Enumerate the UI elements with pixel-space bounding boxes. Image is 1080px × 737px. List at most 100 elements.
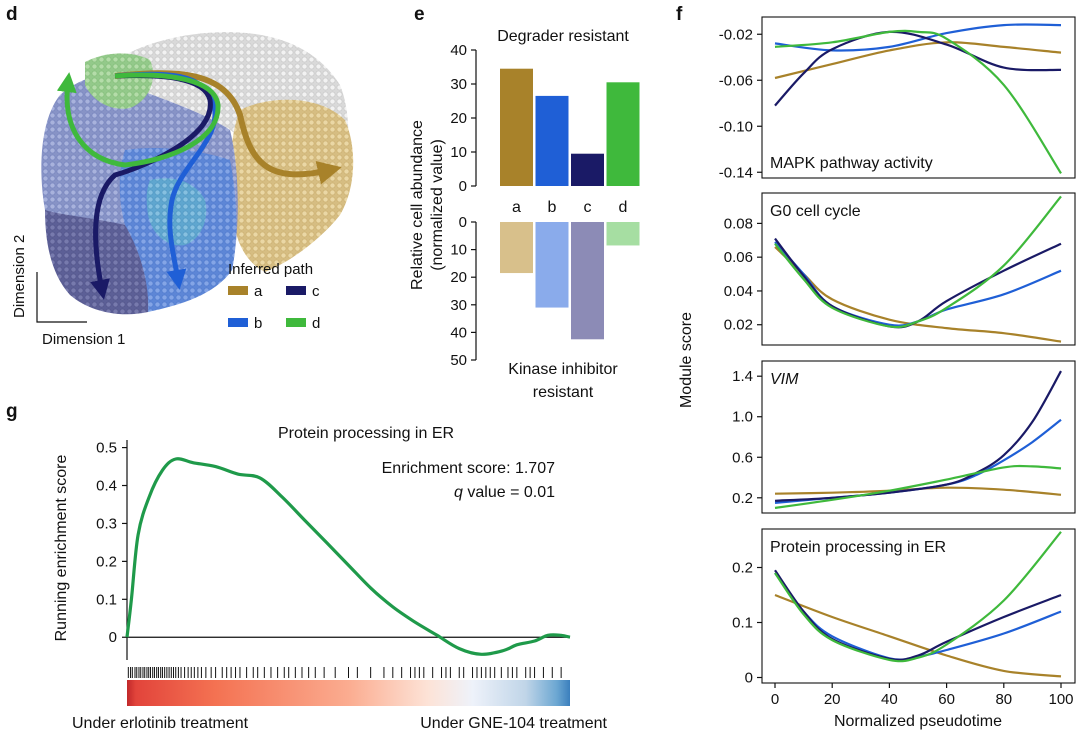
f-ytick-label: 0 xyxy=(745,670,753,687)
f-ytick-label: 0.6 xyxy=(732,449,753,466)
e-category-label-b: b xyxy=(548,199,557,216)
panel-label-d: d xyxy=(6,4,18,25)
panel-d-embedding: d Dimension 1 Dimension 2 Inferred path … xyxy=(6,4,354,348)
f-xlabel: Normalized pseudotime xyxy=(834,713,1002,730)
f-xtick-label: 100 xyxy=(1048,691,1073,708)
f-ytick-label: 0.06 xyxy=(724,249,753,266)
f-subplot-2: 0.02 0.04 0.06 0.08 G0 cell cycle xyxy=(724,192,1076,346)
g-ytick-label: 0.2 xyxy=(96,553,117,570)
e-bottom-ytick-label: 50 xyxy=(450,352,467,369)
e-category-label-a: a xyxy=(512,199,521,216)
f-ytick-label: 0.08 xyxy=(724,215,753,232)
f-series-d xyxy=(774,195,1062,329)
f-subplot-frame xyxy=(761,528,1076,684)
legend-swatch-b xyxy=(228,318,248,327)
e-category-label-c: c xyxy=(584,199,592,216)
g-annotation-score: Enrichment score: 1.707 xyxy=(382,460,556,477)
f-subplot-title: MAPK pathway activity xyxy=(770,155,933,172)
panel-label-g: g xyxy=(6,401,18,422)
f-xtick-label: 20 xyxy=(824,691,841,708)
f-subplot-frame xyxy=(761,360,1076,514)
f-series-c xyxy=(774,237,1062,329)
g-title: Protein processing in ER xyxy=(278,425,454,442)
g-label-right: Under GNE-104 treatment xyxy=(420,715,607,732)
g-annotation-q-rest: value = 0.01 xyxy=(463,484,555,501)
cells-green-region xyxy=(85,53,154,109)
dimension-axes xyxy=(36,272,87,323)
f-series-a xyxy=(774,41,1062,80)
f-ytick-label: -0.14 xyxy=(719,164,753,181)
f-subplots: -0.02 -0.06 -0.10 -0.14 MAPK pathway activit… xyxy=(719,16,1076,708)
g-annotation-q-italic: q xyxy=(454,484,463,501)
panel-e-bar-chart: e Degrader resistant Kinase inhibitor re… xyxy=(409,4,640,401)
f-xtick-label: 40 xyxy=(881,691,898,708)
g-rank-gradient-bar xyxy=(127,680,570,706)
e-bottom-ytick-label: 10 xyxy=(450,242,467,259)
f-ytick-label: 0.1 xyxy=(732,615,753,632)
e-title-bottom-2: resistant xyxy=(533,384,594,401)
f-xtick-label: 60 xyxy=(938,691,955,708)
g-hit-ticks xyxy=(127,667,562,678)
g-ylabel: Running enrichment score xyxy=(53,455,70,642)
e-top-ytick-label: 10 xyxy=(450,144,467,161)
e-bar-kinase-b xyxy=(535,222,569,308)
f-series-d xyxy=(774,531,1062,663)
g-ytick-label: 0.1 xyxy=(96,591,117,608)
e-bottom-ytick-label: 30 xyxy=(450,297,467,314)
e-bar-kinase-d xyxy=(606,222,640,246)
dimension-1-label: Dimension 1 xyxy=(42,331,125,348)
f-ylabel: Module score xyxy=(678,312,695,408)
e-bottom-ytick-label: 0 xyxy=(459,214,467,231)
f-series-b xyxy=(774,241,1062,327)
f-subplot-frame xyxy=(761,16,1076,179)
e-top-ytick-label: 20 xyxy=(450,110,467,127)
f-subplot-3: 0.2 0.6 1.0 1.4 VIM xyxy=(732,360,1076,514)
cells-tan-region xyxy=(230,99,354,272)
f-ytick-label: -0.06 xyxy=(719,72,753,89)
e-bar-degrader-a xyxy=(500,68,533,186)
f-xtick-label: 0 xyxy=(771,691,779,708)
e-top-ytick-label: 0 xyxy=(459,178,467,195)
e-category-labels: a b c d xyxy=(512,199,627,216)
e-top-ytick-label: 30 xyxy=(450,76,467,93)
f-xtick-label: 80 xyxy=(995,691,1012,708)
panel-label-f: f xyxy=(676,4,683,25)
e-bar-kinase-a xyxy=(500,222,533,274)
g-annotation-q: q value = 0.01 xyxy=(454,484,555,501)
g-enrichment-line xyxy=(125,457,571,656)
e-bar-degrader-c xyxy=(571,153,604,186)
e-ylabel-1: Relative cell abundance xyxy=(409,120,426,290)
f-ytick-label: -0.10 xyxy=(719,118,753,135)
f-series-a xyxy=(774,593,1062,678)
legend-swatch-c xyxy=(286,286,306,295)
f-ytick-label: 0.04 xyxy=(724,283,753,300)
cells-teal-region xyxy=(146,178,207,246)
e-title-bottom-1: Kinase inhibitor xyxy=(508,361,618,378)
f-series-d xyxy=(774,29,1062,174)
e-bottom-ytick-label: 40 xyxy=(450,324,467,341)
f-series-c xyxy=(774,569,1062,661)
legend-label-a: a xyxy=(254,283,263,300)
legend-swatch-a xyxy=(228,286,248,295)
f-ytick-label: -0.02 xyxy=(719,26,753,43)
f-subplot-title: G0 cell cycle xyxy=(770,203,861,220)
f-ytick-label: 0.02 xyxy=(724,317,753,334)
e-top-ytick-label: 40 xyxy=(450,42,467,59)
legend-title: Inferred path xyxy=(228,261,313,278)
path-d-trajectory xyxy=(56,72,221,168)
legend-label-b: b xyxy=(254,315,262,332)
f-ytick-label: 1.0 xyxy=(732,409,753,426)
f-subplot-title: VIM xyxy=(770,371,799,388)
g-ytick-label: 0.3 xyxy=(96,515,117,532)
e-bottom-axes: 0 10 20 30 40 50 xyxy=(450,214,640,369)
g-axes: 0 0.1 0.2 0.3 0.4 0.5 xyxy=(96,440,571,660)
dimension-2-label: Dimension 2 xyxy=(11,235,28,318)
e-ylabel-2: (normalized value) xyxy=(429,139,446,271)
f-subplot-frame xyxy=(761,192,1076,346)
e-bar-degrader-d xyxy=(606,82,640,186)
f-series-c xyxy=(774,370,1062,502)
legend-label-c: c xyxy=(312,283,320,300)
e-bar-kinase-c xyxy=(571,222,604,340)
panel-f-line-charts: f Module score Normalized pseudotime -0.… xyxy=(676,4,1076,730)
